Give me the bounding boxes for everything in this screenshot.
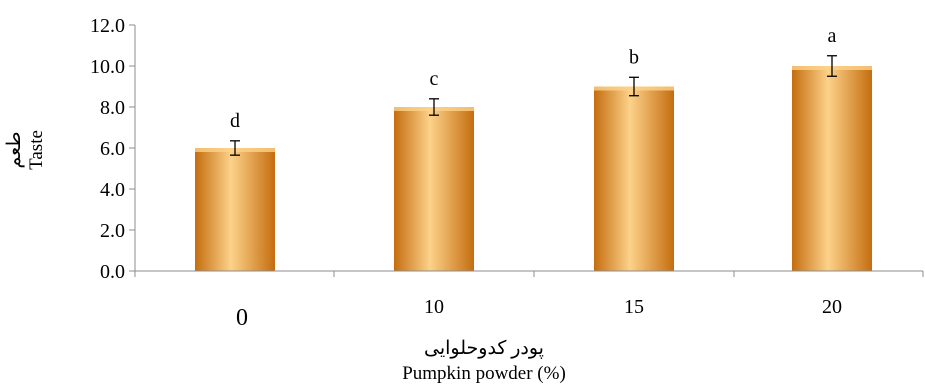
x-tick-label: 15 (624, 296, 644, 318)
bar (394, 107, 474, 271)
x-axis-tick-labels: 0 10 15 20 (236, 296, 842, 331)
y-axis-title-persian: طعم (4, 132, 25, 169)
y-axis-ticks: 0.0 2.0 4.0 6.0 8.0 10.0 12.0 (90, 15, 135, 283)
x-tick-label: 10 (424, 296, 444, 318)
y-tick-label: 6.0 (100, 138, 125, 160)
x-axis-title: Pumpkin powder (%) (402, 363, 566, 384)
x-axis-title-persian: پودر کدوحلوایی (424, 338, 544, 359)
significance-letter: d (230, 110, 240, 132)
y-tick-label: 0.0 (100, 261, 125, 283)
y-tick-label: 4.0 (100, 179, 125, 201)
y-axis-title: Taste (26, 130, 47, 170)
axes (134, 25, 924, 277)
y-tick-label: 10.0 (90, 56, 125, 78)
y-tick-label: 2.0 (100, 220, 125, 242)
significance-letter: c (430, 68, 439, 90)
bar (792, 66, 872, 271)
bar (594, 86, 674, 271)
significance-letter: a (828, 25, 837, 47)
significance-letter: b (629, 46, 639, 68)
y-tick-label: 12.0 (90, 15, 125, 37)
x-tick-label: 0 (236, 305, 248, 331)
bar-series: d c b a (195, 25, 872, 271)
y-tick-label: 8.0 (100, 97, 125, 119)
bar (195, 148, 275, 271)
x-tick-label: 20 (822, 296, 842, 318)
